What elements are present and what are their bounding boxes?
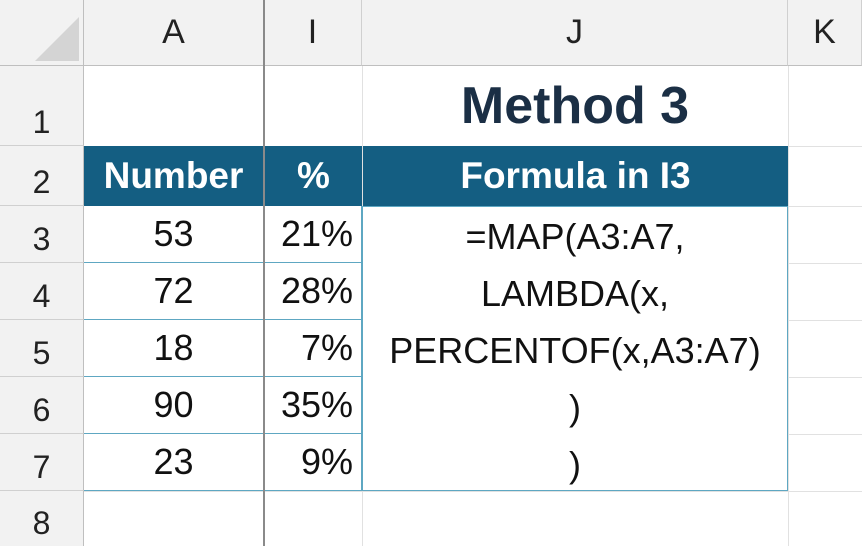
formula-line: ) [569, 386, 581, 428]
gridline [788, 434, 862, 435]
gridline [84, 491, 862, 492]
formula-cell[interactable] [362, 206, 788, 491]
sheet-title[interactable]: Method 3 [460, 77, 690, 135]
cell-number[interactable]: 23 [84, 434, 263, 491]
cell-percent[interactable]: 21% [265, 206, 362, 263]
cell-percent[interactable]: 35% [265, 377, 362, 434]
formula-line: ) [569, 443, 581, 485]
row-header-1[interactable]: 1 [0, 66, 84, 146]
cell-percent[interactable]: 28% [265, 263, 362, 320]
gridline [788, 377, 862, 378]
row-header-7[interactable]: 7 [0, 434, 84, 491]
cell-number[interactable]: 53 [84, 206, 263, 263]
row-header-6[interactable]: 6 [0, 377, 84, 434]
gridline [788, 66, 789, 546]
row-header-2[interactable]: 2 [0, 146, 84, 206]
cell-number[interactable]: 90 [84, 377, 263, 434]
freeze-pane-divider [263, 0, 265, 546]
gridline [788, 263, 862, 264]
row-header-3[interactable]: 3 [0, 206, 84, 263]
row-header-5[interactable]: 5 [0, 320, 84, 377]
gridline [788, 206, 862, 207]
column-header-i[interactable]: I [264, 0, 362, 66]
row-header-8[interactable]: 8 [0, 491, 84, 546]
column-header-j[interactable]: J [362, 0, 788, 66]
cell-number[interactable]: 18 [84, 320, 263, 377]
header-cell-percent[interactable]: % [265, 146, 362, 206]
column-header-k[interactable]: K [788, 0, 862, 66]
header-cell-formula[interactable]: Formula in I3 [363, 146, 788, 206]
header-cell-number[interactable]: Number [84, 146, 263, 206]
formula-line: =MAP(A3:A7, [465, 215, 685, 257]
formula-line: LAMBDA(x, [480, 272, 670, 314]
column-header-a[interactable]: A [84, 0, 264, 66]
cell-percent[interactable]: 9% [265, 434, 362, 491]
row-header-4[interactable]: 4 [0, 263, 84, 320]
select-all-triangle-icon [35, 17, 79, 61]
cell-percent[interactable]: 7% [265, 320, 362, 377]
formula-line: PERCENTOF(x,A3:A7) [389, 329, 761, 371]
gridline [788, 320, 862, 321]
cell-number[interactable]: 72 [84, 263, 263, 320]
select-all-corner[interactable] [0, 0, 84, 66]
